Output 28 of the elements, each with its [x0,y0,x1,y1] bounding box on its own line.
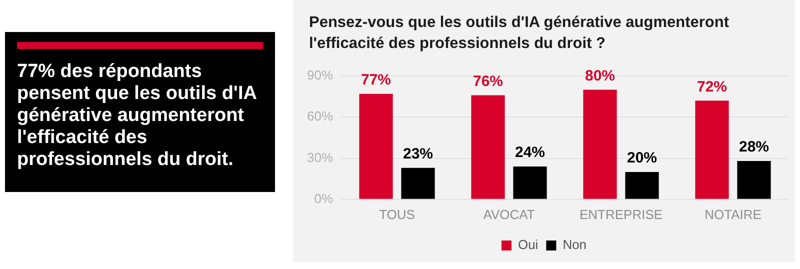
chart-title: Pensez-vous que les outils d'IA générative augmenteront l'efficacité des professionnels du droit ? [309,13,729,54]
bar [401,168,435,199]
bar [583,90,617,199]
bar [513,166,547,199]
x-tick-label: AVOCAT [483,206,535,222]
legend-label: Non [562,237,587,252]
data-label: 80% [584,67,616,84]
data-label: 24% [514,144,546,162]
legend-label: Oui [518,237,538,252]
data-label: 76% [472,72,504,90]
x-tick-label: ENTREPRISE [579,206,663,222]
y-tick-label: 60% [306,108,334,124]
data-label: 28% [738,138,770,156]
y-tick-label: 90% [306,68,334,83]
bar [737,161,771,199]
data-label: 72% [696,78,728,96]
bar [625,172,659,199]
bar [695,100,729,199]
data-label: 77% [361,71,392,88]
y-tick-label: 0% [314,190,334,206]
data-label: 23% [403,146,434,163]
bar [359,94,393,199]
x-tick-label: TOUS [379,206,416,222]
data-label: 20% [626,150,658,167]
x-tick-label: NOTAIRE [704,206,762,222]
bar [471,95,505,199]
text: 77% des répondants pensent que les outils d'IA générative augmenteront l'efficacité des professionnels du droit. [17,61,258,171]
y-tick-label: 30% [306,150,334,165]
